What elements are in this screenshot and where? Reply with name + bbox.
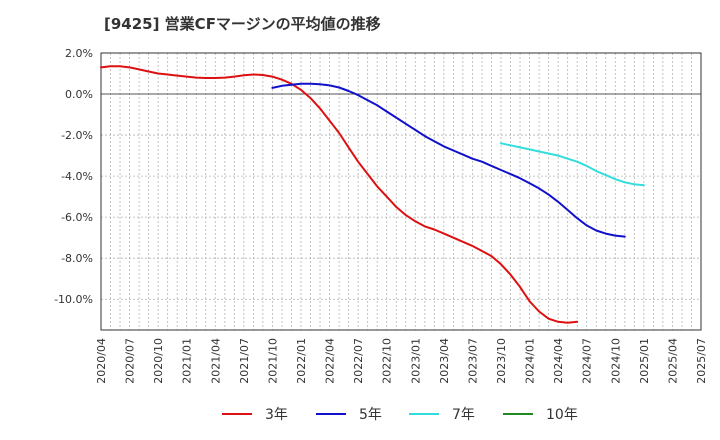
y-tick-label: 0.0% (65, 88, 93, 101)
x-tick-label: 2022/10 (381, 338, 394, 384)
x-tick-label: 2023/10 (495, 338, 508, 384)
legend-label: 5年 (359, 407, 382, 423)
x-tick-label: 2024/07 (581, 338, 594, 384)
y-tick-label: -4.0% (61, 170, 93, 183)
x-tick-label: 2025/04 (666, 338, 679, 384)
x-tick-label: 2024/01 (524, 338, 537, 384)
series-layer (100, 65, 645, 324)
y-tick-label: -6.0% (61, 211, 93, 224)
y-tick-label: -2.0% (61, 129, 93, 142)
x-tick-label: 2022/07 (352, 338, 365, 384)
x-tick-label: 2023/04 (438, 338, 451, 384)
plot-frame (100, 52, 702, 331)
x-tick-label: 2020/10 (152, 338, 165, 384)
x-tick-label: 2021/07 (238, 338, 251, 384)
legend-label: 3年 (265, 407, 288, 423)
legend: 3年 5年 7年 10年 (222, 407, 578, 423)
axis-layer: 2.0% 0.0% -2.0% -4.0% -6.0% -8.0% -10.0% 2020/0… (54, 47, 708, 384)
x-tick-label: 2024/10 (609, 338, 622, 384)
chart-title: [9425] 営業CFマージンの平均値の推移 (104, 15, 381, 33)
legend-label: 10年 (546, 407, 578, 423)
x-tick-label: 2025/01 (638, 338, 651, 384)
plot-area (101, 53, 701, 330)
x-tick-label: 2023/01 (409, 338, 422, 384)
x-tick-label: 2022/01 (295, 338, 308, 384)
series-line (100, 65, 579, 324)
y-tick-label: -8.0% (61, 252, 93, 265)
series-line (271, 82, 626, 238)
x-tick-label: 2025/07 (695, 338, 708, 384)
x-tick-label: 2021/10 (266, 338, 279, 384)
x-tick-label: 2020/07 (124, 338, 137, 384)
x-tick-label: 2020/04 (95, 338, 108, 384)
y-tick-label: -10.0% (54, 293, 93, 306)
x-tick-label: 2021/04 (209, 338, 222, 384)
legend-label: 7年 (452, 407, 475, 423)
x-tick-label: 2023/07 (466, 338, 479, 384)
series-line (500, 142, 645, 187)
x-tick-label: 2022/04 (324, 338, 337, 384)
x-tick-label: 2024/04 (552, 338, 565, 384)
y-tick-label: 2.0% (65, 47, 93, 60)
x-tick-label: 2021/01 (181, 338, 194, 384)
